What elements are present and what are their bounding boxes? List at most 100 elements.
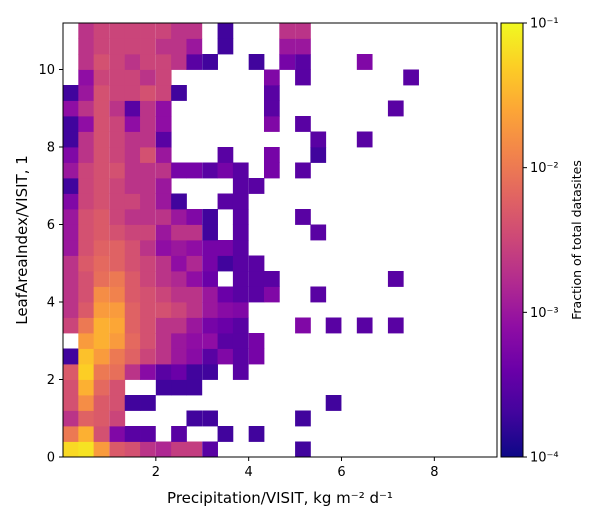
- heatmap-cell: [295, 54, 311, 70]
- heatmap-cell: [186, 410, 203, 427]
- heatmap-cell: [93, 85, 110, 101]
- heatmap-cell: [155, 441, 172, 457]
- heatmap-cell: [140, 131, 156, 148]
- heatmap-cell: [63, 178, 79, 194]
- heatmap-cell: [186, 54, 203, 70]
- heatmap-cell: [63, 116, 79, 132]
- heatmap-cell: [263, 147, 280, 163]
- heatmap-cell: [78, 131, 95, 148]
- heatmap-cell: [202, 333, 218, 349]
- heatmap-cell: [109, 410, 126, 427]
- heatmap-cell: [124, 38, 141, 55]
- heatmap-cell: [171, 38, 187, 55]
- heatmap-cell: [140, 317, 156, 334]
- heatmap-cell: [263, 286, 280, 303]
- heatmap-cell: [78, 348, 95, 365]
- heatmap-cell: [78, 395, 95, 411]
- heatmap-cell: [217, 240, 234, 256]
- heatmap-cells: [63, 23, 419, 457]
- heatmap-cell: [78, 224, 95, 241]
- heatmap-cell: [109, 147, 126, 163]
- heatmap-cell: [78, 69, 95, 86]
- heatmap-cell: [155, 333, 172, 349]
- heatmap-cell: [248, 348, 265, 365]
- heatmap-cell: [186, 302, 203, 318]
- heatmap-cell: [171, 333, 187, 349]
- heatmap-cell: [217, 426, 234, 442]
- heatmap-cell: [171, 364, 187, 380]
- heatmap-cell: [109, 441, 126, 457]
- heatmap-cell: [356, 131, 373, 148]
- heatmap-cell: [78, 100, 95, 117]
- heatmap-cell: [155, 209, 172, 225]
- heatmap-cell: [93, 147, 110, 163]
- heatmap-cell: [217, 38, 234, 55]
- heatmap-cell: [140, 178, 156, 194]
- heatmap-cell: [202, 441, 218, 457]
- heatmap-cell: [140, 333, 156, 349]
- x-tick-label: 2: [152, 465, 160, 480]
- heatmap-cell: [109, 85, 126, 101]
- heatmap-cell: [171, 224, 187, 241]
- heatmap-cell: [186, 317, 203, 334]
- y-tick-label: 8: [47, 141, 55, 156]
- heatmap-cell: [63, 364, 79, 380]
- x-tick-label: 6: [337, 465, 345, 480]
- heatmap-cell: [124, 54, 141, 70]
- heatmap-cell: [93, 302, 110, 318]
- heatmap-cell: [171, 271, 187, 287]
- heatmap-cell: [109, 426, 126, 442]
- heatmap-cell: [109, 240, 126, 256]
- heatmap-cell: [171, 85, 187, 101]
- heatmap-cell: [171, 23, 187, 39]
- y-tick-label: 2: [47, 373, 55, 388]
- heatmap-cell: [263, 85, 280, 101]
- colorbar-ticks: 10⁻⁴ 10⁻³ 10⁻² 10⁻¹: [523, 17, 559, 466]
- heatmap-cell: [109, 131, 126, 148]
- heatmap-cell: [186, 286, 203, 303]
- heatmap-cell: [232, 193, 249, 210]
- heatmap-cell: [310, 147, 327, 163]
- heatmap-cell: [263, 116, 280, 132]
- heatmap-cell: [124, 317, 141, 334]
- heatmap-cell: [248, 333, 265, 349]
- y-tick-label: 10: [38, 63, 55, 78]
- heatmap-cell: [124, 209, 141, 225]
- heatmap-cell: [63, 348, 79, 365]
- heatmap-cell: [140, 224, 156, 241]
- heatmap-cell: [78, 379, 95, 396]
- plot-frame: [62, 22, 498, 458]
- heatmap-cell: [155, 271, 172, 287]
- heatmap-cell: [78, 364, 95, 380]
- x-axis-ticks: 2 4 6 8: [152, 457, 438, 480]
- heatmap-cell: [387, 271, 404, 287]
- heatmap-cell: [217, 302, 234, 318]
- heatmap-cell: [93, 224, 110, 241]
- heatmap-cell: [171, 317, 187, 334]
- heatmap-cell: [232, 178, 249, 194]
- heatmap-cell: [140, 255, 156, 272]
- heatmap-cell: [93, 54, 110, 70]
- heatmap-cell: [93, 178, 110, 194]
- heatmap-cell: [78, 286, 95, 303]
- heatmap-cell: [109, 348, 126, 365]
- heatmap-cell: [78, 147, 95, 163]
- heatmap-cell: [217, 348, 234, 365]
- heatmap-cell: [63, 209, 79, 225]
- heatmap-cell: [171, 255, 187, 272]
- heatmap-cell: [263, 100, 280, 117]
- heatmap-cell: [356, 54, 373, 70]
- heatmap-cell: [217, 162, 234, 179]
- heatmap-cell: [155, 85, 172, 101]
- heatmap-cell: [232, 317, 249, 334]
- heatmap-cell: [124, 69, 141, 86]
- colorbar-title: Fraction of total datasites: [569, 160, 584, 320]
- heatmap-cell: [63, 410, 79, 427]
- heatmap-cell: [78, 410, 95, 427]
- heatmap-cell: [140, 38, 156, 55]
- colorbar-tick-label: 10⁻¹: [530, 17, 559, 32]
- heatmap-cell: [171, 348, 187, 365]
- heatmap-cell: [93, 426, 110, 442]
- heatmap-cell: [140, 240, 156, 256]
- heatmap-cell: [202, 317, 218, 334]
